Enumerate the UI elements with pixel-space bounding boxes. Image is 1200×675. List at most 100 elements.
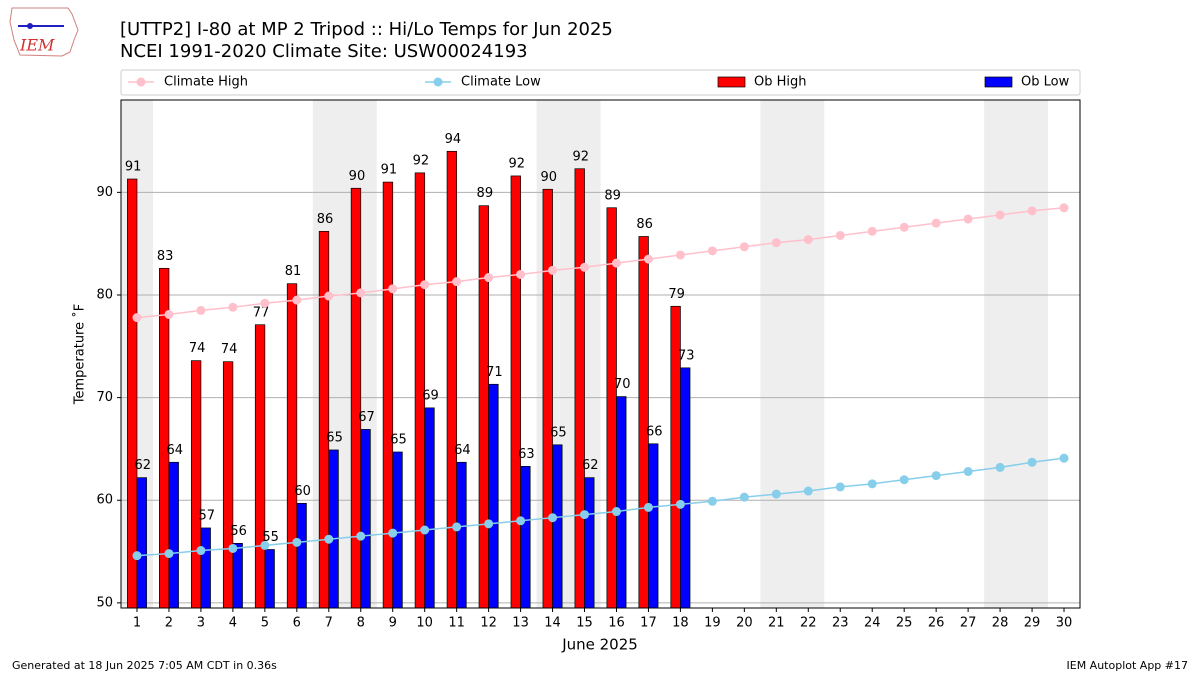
climate-point xyxy=(931,471,941,481)
bar xyxy=(680,367,691,609)
value-label: 66 xyxy=(646,424,663,439)
value-label: 79 xyxy=(668,287,685,302)
climate-point xyxy=(484,519,494,529)
x-tick-label: 29 xyxy=(1024,616,1041,631)
x-tick-label: 14 xyxy=(544,616,561,631)
bar xyxy=(382,181,394,609)
climate-point xyxy=(420,525,430,535)
climate-point xyxy=(356,531,366,541)
value-label: 74 xyxy=(221,342,238,357)
legend-label: Climate High xyxy=(164,75,248,90)
climate-point xyxy=(867,226,877,236)
x-tick-label: 15 xyxy=(576,616,593,631)
value-label: 89 xyxy=(477,186,494,201)
value-label: 86 xyxy=(317,212,334,227)
bar xyxy=(286,283,298,609)
climate-point xyxy=(420,280,430,290)
climate-point xyxy=(963,467,973,477)
climate-point xyxy=(292,295,302,305)
x-tick-label: 18 xyxy=(672,616,689,631)
x-tick-label: 7 xyxy=(325,616,333,631)
x-tick-label: 11 xyxy=(448,616,465,631)
footer-left: Generated at 18 Jun 2025 7:05 AM CDT in … xyxy=(12,659,277,672)
bar xyxy=(648,443,659,609)
climate-point xyxy=(260,540,270,550)
climate-point xyxy=(867,479,877,489)
climate-line xyxy=(136,457,1065,557)
logo: IEM xyxy=(9,7,79,57)
value-label: 64 xyxy=(454,443,471,458)
x-tick-label: 10 xyxy=(416,616,433,631)
value-label: 89 xyxy=(604,188,621,203)
value-label: 90 xyxy=(349,169,366,184)
bar xyxy=(328,449,339,609)
climate-point xyxy=(931,218,941,228)
value-label: 71 xyxy=(486,365,503,380)
climate-point xyxy=(1059,453,1069,463)
y-axis-label: Temperature ˚F xyxy=(72,304,88,405)
x-tick-label: 25 xyxy=(896,616,913,631)
value-label: 83 xyxy=(157,249,174,264)
bar xyxy=(552,444,563,609)
climate-point xyxy=(803,235,813,245)
climate-point xyxy=(292,537,302,547)
climate-point xyxy=(835,230,845,240)
bar xyxy=(606,207,617,609)
climate-point xyxy=(675,250,685,260)
legend-marker xyxy=(433,77,443,87)
y-tick-label: 50 xyxy=(96,595,113,610)
x-tick-label: 2 xyxy=(165,616,173,631)
value-label: 60 xyxy=(294,484,311,499)
value-label: 86 xyxy=(636,217,653,232)
x-tick-label: 17 xyxy=(640,616,657,631)
climate-point xyxy=(580,262,590,272)
x-tick-label: 27 xyxy=(960,616,977,631)
climate-point xyxy=(643,254,653,264)
x-tick-label: 8 xyxy=(357,616,365,631)
climate-point xyxy=(707,246,717,256)
x-tick-label: 12 xyxy=(480,616,497,631)
value-label: 81 xyxy=(285,264,302,279)
weekend-shade xyxy=(984,100,1049,608)
bar xyxy=(232,542,243,609)
climate-point xyxy=(995,462,1005,472)
value-label: 65 xyxy=(326,430,343,445)
bar xyxy=(296,502,307,609)
x-tick-label: 4 xyxy=(229,616,237,631)
climate-point xyxy=(324,291,334,301)
climate-point xyxy=(771,238,781,248)
value-label: 73 xyxy=(678,348,695,363)
climate-point xyxy=(643,502,653,512)
y-tick-label: 90 xyxy=(96,185,113,200)
bar xyxy=(488,383,499,609)
value-label: 70 xyxy=(614,377,631,392)
value-label: 64 xyxy=(166,443,183,458)
climate-point xyxy=(899,475,909,485)
x-tick-label: 20 xyxy=(736,616,753,631)
x-tick-label: 24 xyxy=(864,616,881,631)
legend-label: Ob Low xyxy=(1021,75,1070,90)
climate-point xyxy=(260,298,270,308)
legend-swatch xyxy=(984,76,1013,88)
climate-point xyxy=(228,302,238,312)
climate-point xyxy=(228,543,238,553)
bar xyxy=(200,527,211,609)
value-label: 91 xyxy=(381,163,398,178)
climate-point xyxy=(388,284,398,294)
x-tick-label: 3 xyxy=(197,616,205,631)
x-tick-label: 30 xyxy=(1056,616,1073,631)
climate-point xyxy=(356,288,366,298)
climate-point xyxy=(1027,457,1037,467)
bar xyxy=(424,407,435,609)
x-axis-label: June 2025 xyxy=(561,636,638,654)
climate-line xyxy=(136,207,1065,319)
climate-point xyxy=(1027,206,1037,216)
x-tick-label: 21 xyxy=(768,616,785,631)
x-tick-label: 16 xyxy=(608,616,625,631)
value-label: 92 xyxy=(572,149,589,164)
climate-point xyxy=(388,528,398,538)
plot-frame xyxy=(120,99,1081,609)
climate-point xyxy=(132,313,142,323)
climate-point xyxy=(196,305,206,315)
